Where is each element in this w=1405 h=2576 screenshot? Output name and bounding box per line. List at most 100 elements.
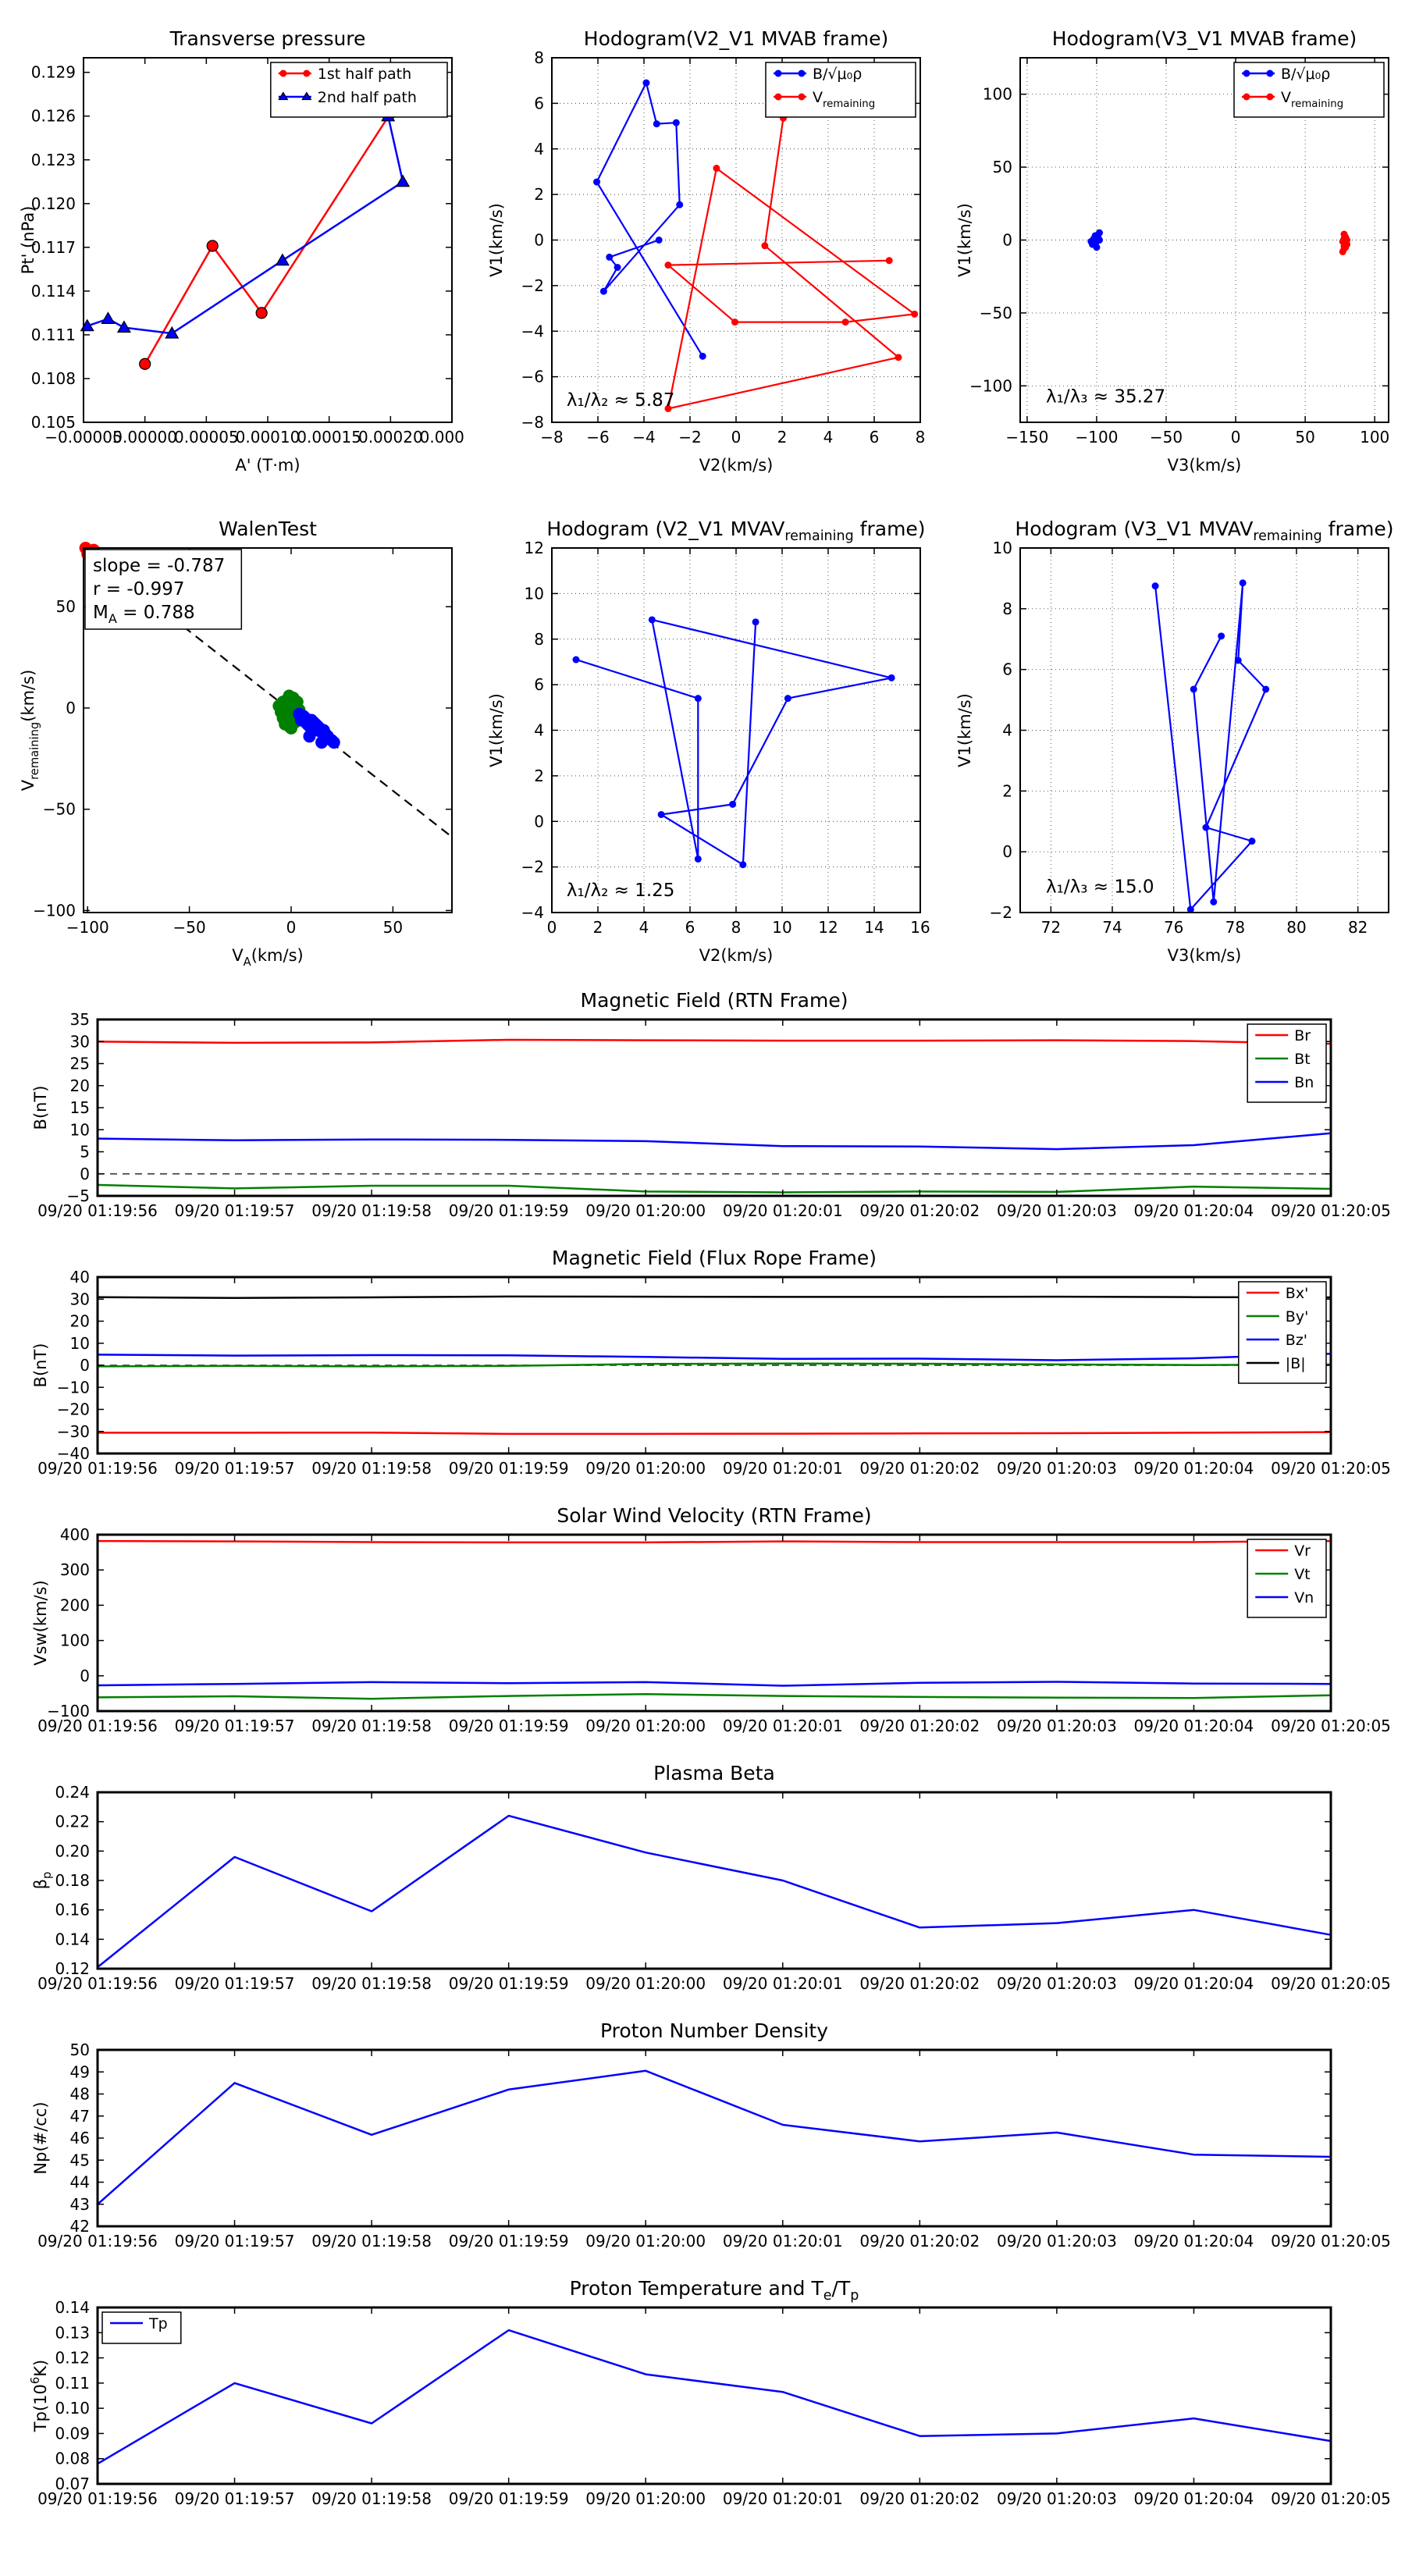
svg-text:10: 10: [70, 1334, 90, 1353]
svg-text:V1(km/s): V1(km/s): [955, 693, 974, 767]
svg-text:By': By': [1286, 1308, 1309, 1325]
svg-text:09/20 01:19:57: 09/20 01:19:57: [175, 2232, 295, 2250]
svg-text:4: 4: [534, 140, 544, 158]
svg-text:MA = 0.788: MA = 0.788: [93, 603, 195, 626]
svg-text:V2(km/s): V2(km/s): [699, 946, 774, 965]
svg-text:Vr: Vr: [1294, 1542, 1311, 1560]
svg-text:0.14: 0.14: [55, 2298, 90, 2317]
svg-text:Transverse pressure: Transverse pressure: [169, 27, 366, 50]
svg-text:Tp: Tp: [148, 2315, 168, 2332]
svg-text:20: 20: [70, 1076, 90, 1095]
chart-plasma-beta: 09/20 01:19:56 09/20 01:19:57 09/20 01:19:…: [0, 1755, 1405, 2012]
svg-text:09/20 01:20:02: 09/20 01:20:02: [859, 1974, 980, 1993]
svg-text:0.12: 0.12: [55, 1959, 90, 1978]
svg-text:35: 35: [70, 1010, 90, 1029]
svg-text:400: 400: [60, 1525, 90, 1544]
svg-text:5: 5: [80, 1143, 90, 1162]
svg-text:−30: −30: [57, 1422, 90, 1441]
svg-text:47: 47: [70, 2107, 90, 2126]
svg-text:B(nT): B(nT): [31, 1343, 50, 1388]
svg-text:Solar Wind Velocity (RTN Frame: Solar Wind Velocity (RTN Frame): [557, 1504, 871, 1527]
svg-text:09/20 01:19:58: 09/20 01:19:58: [311, 1459, 432, 1478]
chart-hodogram-v3v1-mvab: −150 −100 −50 0 50 100 −100 −50 0 50 100 Hodogram(V…: [948, 9, 1401, 489]
svg-text:6: 6: [685, 918, 695, 937]
svg-text:09/20 01:20:00: 09/20 01:20:00: [585, 1201, 706, 1220]
svg-text:βp: βp: [31, 1872, 54, 1890]
svg-text:B/√μ₀ρ: B/√μ₀ρ: [813, 66, 862, 83]
svg-text:25: 25: [70, 1055, 90, 1073]
svg-text:0: 0: [534, 812, 544, 831]
svg-text:30: 30: [70, 1290, 90, 1308]
svg-text:09/20 01:20:04: 09/20 01:20:04: [1134, 2489, 1254, 2508]
svg-text:0.129: 0.129: [31, 63, 76, 82]
svg-text:0: 0: [547, 918, 557, 937]
svg-text:12: 12: [525, 539, 544, 557]
svg-text:0.00015: 0.00015: [297, 428, 361, 447]
svg-text:Vt: Vt: [1294, 1566, 1310, 1583]
svg-text:09/20 01:20:05: 09/20 01:20:05: [1271, 1717, 1391, 1735]
svg-text:09/20 01:20:03: 09/20 01:20:03: [997, 1717, 1117, 1735]
svg-text:46: 46: [70, 2129, 90, 2147]
svg-text:2: 2: [777, 428, 788, 447]
svg-text:09/20 01:19:58: 09/20 01:19:58: [311, 2489, 432, 2508]
svg-text:−4: −4: [521, 322, 544, 340]
svg-text:09/20 01:20:01: 09/20 01:20:01: [723, 1974, 843, 1993]
svg-text:09/20 01:19:57: 09/20 01:19:57: [175, 1974, 295, 1993]
svg-text:74: 74: [1102, 918, 1122, 937]
svg-text:−100: −100: [47, 1702, 90, 1720]
svg-text:100: 100: [1360, 428, 1389, 447]
svg-text:09/20 01:20:01: 09/20 01:20:01: [723, 2232, 843, 2250]
svg-text:4: 4: [1002, 721, 1012, 740]
svg-text:0.10: 0.10: [55, 2399, 90, 2418]
svg-text:72: 72: [1041, 918, 1061, 937]
chart-magnetic-field-rtn: 09/20 01:19:56 09/20 01:19:57 09/20 01:19:…: [0, 982, 1405, 1240]
svg-text:0: 0: [731, 428, 742, 447]
svg-text:09/20 01:19:58: 09/20 01:19:58: [311, 1201, 432, 1220]
svg-text:09/20 01:20:04: 09/20 01:20:04: [1134, 1974, 1254, 1993]
svg-text:B(nT): B(nT): [31, 1086, 50, 1130]
svg-text:r = -0.997: r = -0.997: [93, 579, 185, 600]
svg-text:0.123: 0.123: [31, 151, 76, 169]
svg-text:slope = -0.787: slope = -0.787: [93, 556, 225, 576]
svg-text:2: 2: [1002, 781, 1012, 800]
svg-text:8: 8: [731, 918, 742, 937]
svg-text:0.00000: 0.00000: [112, 428, 177, 447]
svg-text:Hodogram (V2_V1 MVAVremaining: Hodogram (V2_V1 MVAVremaining frame): [546, 518, 925, 544]
svg-text:Bz': Bz': [1286, 1332, 1307, 1349]
svg-text:−50: −50: [1150, 428, 1183, 447]
svg-text:−40: −40: [57, 1444, 90, 1463]
vsw-rtn-svg: 09/20 01:19:56 09/20 01:19:57 09/20 01:19:…: [31, 1504, 1391, 1735]
svg-text:VA(km/s): VA(km/s): [232, 946, 303, 969]
svg-text:8: 8: [1002, 600, 1012, 618]
svg-text:09/20 01:20:05: 09/20 01:20:05: [1271, 2489, 1391, 2508]
svg-text:Magnetic Field (RTN Frame): Magnetic Field (RTN Frame): [581, 989, 848, 1012]
svg-text:−6: −6: [521, 368, 544, 386]
svg-text:0: 0: [80, 1356, 90, 1375]
svg-text:−100: −100: [66, 918, 109, 937]
svg-text:0.120: 0.120: [31, 194, 76, 213]
svg-text:−100: −100: [969, 376, 1012, 395]
svg-text:09/20 01:20:02: 09/20 01:20:02: [859, 1717, 980, 1735]
svg-text:09/20 01:19:59: 09/20 01:19:59: [449, 1717, 569, 1735]
svg-text:14: 14: [864, 918, 884, 937]
svg-text:V1(km/s): V1(km/s): [487, 693, 506, 767]
svg-text:09/20 01:20:05: 09/20 01:20:05: [1271, 1974, 1391, 1993]
svg-text:100: 100: [60, 1631, 90, 1650]
svg-text:Hodogram (V3_V1 MVAVremaining: Hodogram (V3_V1 MVAVremaining frame): [1015, 518, 1393, 544]
svg-text:0.20: 0.20: [55, 1841, 90, 1860]
plasma-beta-svg: 09/20 01:19:56 09/20 01:19:57 09/20 01:19:…: [31, 1762, 1391, 1993]
chart-solar-wind-velocity: 09/20 01:19:56 09/20 01:19:57 09/20 01:19:…: [0, 1497, 1405, 1755]
svg-text:0: 0: [1002, 842, 1012, 861]
svg-text:09/20 01:19:56: 09/20 01:19:56: [37, 2232, 158, 2250]
svg-text:09/20 01:20:03: 09/20 01:20:03: [997, 1459, 1117, 1478]
svg-text:09/20 01:20:00: 09/20 01:20:00: [585, 1974, 706, 1993]
svg-text:WalenTest: WalenTest: [219, 518, 317, 540]
svg-text:−20: −20: [57, 1400, 90, 1419]
svg-text:8: 8: [534, 630, 544, 649]
svg-text:−100: −100: [33, 901, 76, 920]
svg-text:−8: −8: [540, 428, 563, 447]
walen-test-svg: −100 −50 0 50 −100 −50 0 50 WalenTest VA(km/s) Vre…: [19, 518, 453, 969]
svg-text:Vremaining: Vremaining: [813, 89, 875, 110]
